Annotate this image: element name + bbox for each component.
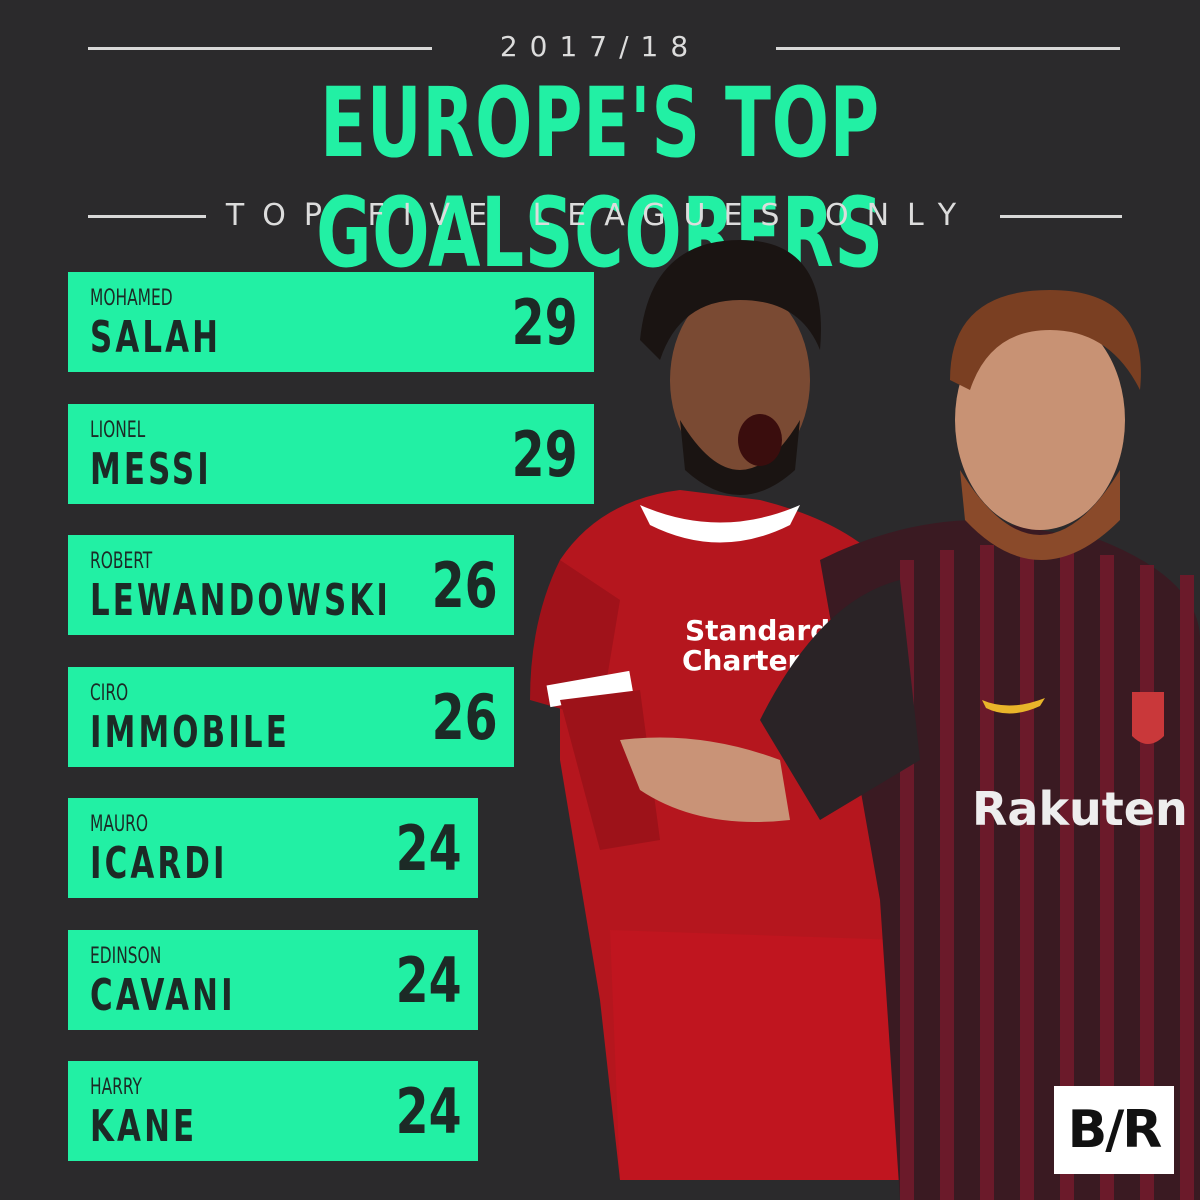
svg-text:Standard: Standard [685,614,830,647]
player-last-name: KANE [90,1101,198,1152]
player-last-name: ICARDI [90,838,228,889]
subtitle-rule-right [1000,215,1122,218]
page-subtitle: TOP FIVE LEAGUES ONLY [225,198,975,233]
player-first-name: MOHAMED [90,286,173,311]
player-last-name: IMMOBILE [90,707,290,758]
goal-count-label: 24 [396,944,462,1017]
goal-count-label: 29 [512,418,578,491]
header-rule-left [88,47,432,50]
bar-cavani: EDINSON CAVANI 24 [68,930,478,1030]
bar-lewandowski: ROBERT LEWANDOWSKI 26 [68,535,514,635]
header-rule-right [776,47,1120,50]
goal-count-label: 24 [396,812,462,885]
player-first-name: MAURO [90,812,149,837]
player-first-name: HARRY [90,1075,142,1100]
player-last-name: LEWANDOWSKI [90,575,391,626]
subtitle-rule-left [88,215,206,218]
goal-count-label: 24 [396,1075,462,1148]
br-logo: B/R [1054,1086,1174,1174]
player-last-name: MESSI [90,444,212,495]
goal-count-label: 26 [432,681,498,754]
svg-text:Rakuten: Rakuten [972,782,1188,836]
bar-messi: LIONEL MESSI 29 [68,404,594,504]
season-label: 2017/18 [499,30,701,63]
goal-count-label: 29 [512,286,578,359]
player-last-name: SALAH [90,312,222,363]
player-right-figure: Rakuten [620,290,1200,1200]
bar-icardi: MAURO ICARDI 24 [68,798,478,898]
player-first-name: CIRO [90,681,129,706]
bar-immobile: CIRO IMMOBILE 26 [68,667,514,767]
bar-kane: HARRY KANE 24 [68,1061,478,1161]
player-last-name: CAVANI [90,970,236,1021]
bar-salah: MOHAMED SALAH 29 [68,272,594,372]
page-title: EUROPE'S TOP GOALSCORERS [316,67,884,289]
player-first-name: ROBERT [90,549,153,574]
br-logo-text: B/R [1067,1100,1163,1160]
player-first-name: LIONEL [90,418,146,443]
player-left-figure: Standard Chartered [530,240,900,1180]
goal-count-label: 26 [432,549,498,622]
player-first-name: EDINSON [90,944,162,969]
